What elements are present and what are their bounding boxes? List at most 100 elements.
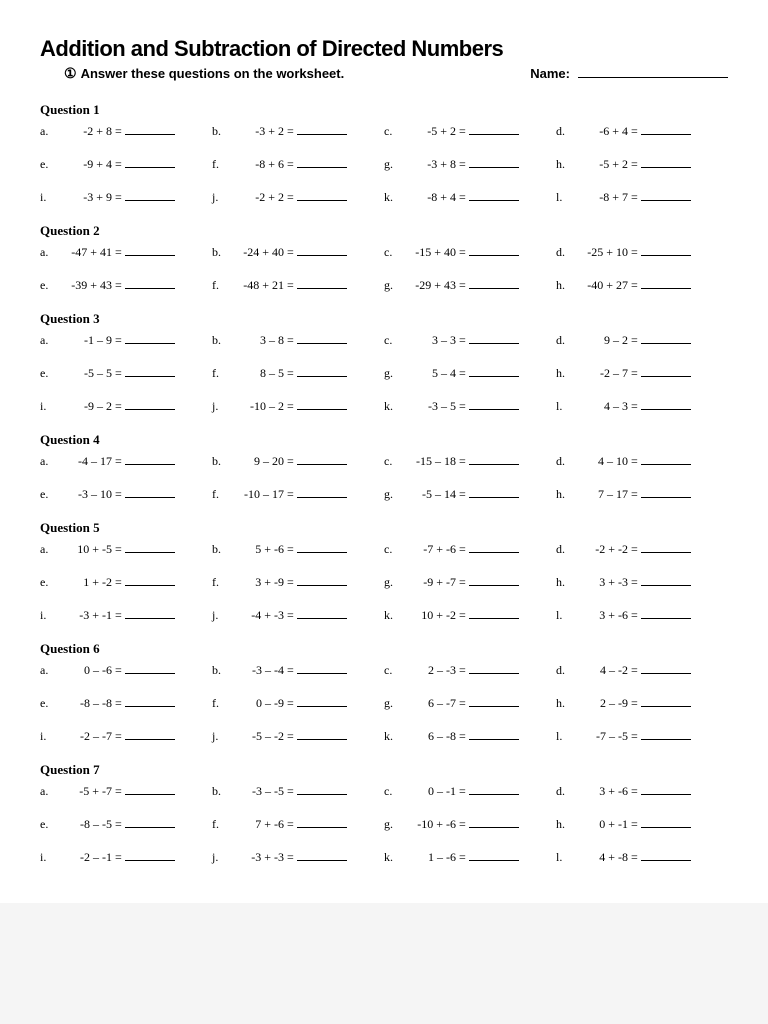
- question-row: a.-2 + 8=b.-3 + 2=c.-5 + 2=d.-6 + 4=: [40, 124, 728, 139]
- answer-blank[interactable]: [641, 696, 691, 707]
- expression: 5 – 4: [398, 366, 456, 381]
- answer-blank[interactable]: [469, 729, 519, 740]
- sub-letter: a.: [40, 454, 54, 469]
- answer-blank[interactable]: [641, 190, 691, 201]
- expression: -29 + 43: [398, 278, 456, 293]
- answer-blank[interactable]: [297, 784, 347, 795]
- answer-blank[interactable]: [125, 366, 175, 377]
- answer-blank[interactable]: [469, 696, 519, 707]
- answer-blank[interactable]: [125, 278, 175, 289]
- answer-blank[interactable]: [297, 454, 347, 465]
- answer-blank[interactable]: [125, 157, 175, 168]
- answer-blank[interactable]: [641, 245, 691, 256]
- answer-blank[interactable]: [125, 333, 175, 344]
- answer-blank[interactable]: [297, 487, 347, 498]
- sub-letter: c.: [384, 784, 398, 799]
- equals-sign: =: [115, 696, 122, 711]
- answer-blank[interactable]: [125, 575, 175, 586]
- expression: -39 + 43: [54, 278, 112, 293]
- answer-blank[interactable]: [641, 608, 691, 619]
- answer-blank[interactable]: [641, 850, 691, 861]
- answer-blank[interactable]: [125, 784, 175, 795]
- sub-letter: d.: [556, 784, 570, 799]
- sub-letter: d.: [556, 542, 570, 557]
- answer-blank[interactable]: [641, 333, 691, 344]
- answer-blank[interactable]: [297, 663, 347, 674]
- answer-blank[interactable]: [641, 817, 691, 828]
- question-row: i.-3 + -1=j.-4 + -3=k.10 + -2=l.3 + -6=: [40, 608, 728, 623]
- answer-blank[interactable]: [297, 608, 347, 619]
- answer-blank[interactable]: [469, 157, 519, 168]
- answer-blank[interactable]: [125, 454, 175, 465]
- answer-blank[interactable]: [297, 366, 347, 377]
- answer-blank[interactable]: [297, 542, 347, 553]
- answer-blank[interactable]: [469, 487, 519, 498]
- answer-blank[interactable]: [641, 663, 691, 674]
- sub-letter: c.: [384, 124, 398, 139]
- answer-blank[interactable]: [469, 454, 519, 465]
- answer-blank[interactable]: [469, 245, 519, 256]
- answer-blank[interactable]: [297, 245, 347, 256]
- answer-blank[interactable]: [297, 399, 347, 410]
- equals-sign: =: [631, 575, 638, 590]
- question-cell: i.-2 – -1=: [40, 850, 212, 865]
- answer-blank[interactable]: [125, 245, 175, 256]
- answer-blank[interactable]: [641, 157, 691, 168]
- answer-blank[interactable]: [297, 575, 347, 586]
- answer-blank[interactable]: [297, 157, 347, 168]
- question-cell: l.3 + -6=: [556, 608, 728, 623]
- answer-blank[interactable]: [641, 454, 691, 465]
- answer-blank[interactable]: [297, 817, 347, 828]
- answer-blank[interactable]: [641, 278, 691, 289]
- answer-blank[interactable]: [297, 190, 347, 201]
- answer-blank[interactable]: [297, 333, 347, 344]
- equals-sign: =: [631, 487, 638, 502]
- answer-blank[interactable]: [641, 542, 691, 553]
- answer-blank[interactable]: [125, 608, 175, 619]
- answer-blank[interactable]: [469, 663, 519, 674]
- answer-blank[interactable]: [469, 850, 519, 861]
- answer-blank[interactable]: [469, 784, 519, 795]
- answer-blank[interactable]: [641, 124, 691, 135]
- answer-blank[interactable]: [469, 817, 519, 828]
- name-input-line[interactable]: [578, 64, 728, 78]
- question-row: e.-8 – -5=f.7 + -6=g.-10 + -6=h.0 + -1=: [40, 817, 728, 832]
- question-cell: l.-8 + 7=: [556, 190, 728, 205]
- answer-blank[interactable]: [641, 399, 691, 410]
- answer-blank[interactable]: [297, 124, 347, 135]
- answer-blank[interactable]: [469, 124, 519, 135]
- answer-blank[interactable]: [469, 608, 519, 619]
- answer-blank[interactable]: [125, 542, 175, 553]
- answer-blank[interactable]: [297, 696, 347, 707]
- answer-blank[interactable]: [641, 487, 691, 498]
- sub-letter: f.: [212, 487, 226, 502]
- answer-blank[interactable]: [125, 729, 175, 740]
- answer-blank[interactable]: [469, 542, 519, 553]
- answer-blank[interactable]: [641, 366, 691, 377]
- answer-blank[interactable]: [469, 190, 519, 201]
- answer-blank[interactable]: [297, 278, 347, 289]
- equals-sign: =: [287, 608, 294, 623]
- answer-blank[interactable]: [125, 696, 175, 707]
- answer-blank[interactable]: [125, 850, 175, 861]
- answer-blank[interactable]: [469, 399, 519, 410]
- answer-blank[interactable]: [125, 190, 175, 201]
- answer-blank[interactable]: [641, 729, 691, 740]
- answer-blank[interactable]: [125, 663, 175, 674]
- answer-blank[interactable]: [641, 575, 691, 586]
- equals-sign: =: [115, 487, 122, 502]
- equals-sign: =: [115, 542, 122, 557]
- answer-blank[interactable]: [297, 729, 347, 740]
- answer-blank[interactable]: [469, 278, 519, 289]
- answer-blank[interactable]: [125, 399, 175, 410]
- answer-blank[interactable]: [641, 784, 691, 795]
- sub-letter: f.: [212, 366, 226, 381]
- answer-blank[interactable]: [469, 366, 519, 377]
- answer-blank[interactable]: [125, 817, 175, 828]
- answer-blank[interactable]: [469, 575, 519, 586]
- answer-blank[interactable]: [125, 487, 175, 498]
- answer-blank[interactable]: [297, 850, 347, 861]
- sub-letter: h.: [556, 575, 570, 590]
- answer-blank[interactable]: [125, 124, 175, 135]
- answer-blank[interactable]: [469, 333, 519, 344]
